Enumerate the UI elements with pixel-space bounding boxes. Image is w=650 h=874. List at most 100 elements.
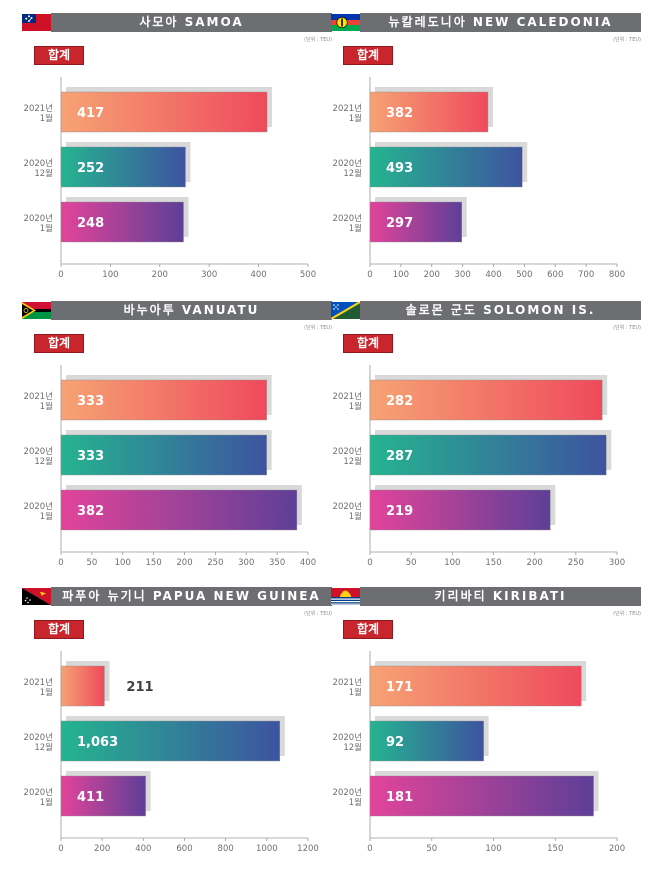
total-badge: 합계 bbox=[34, 334, 84, 353]
bar-value-label: 248 bbox=[77, 216, 104, 231]
bar bbox=[369, 720, 484, 762]
bar bbox=[60, 489, 298, 531]
x-tick-label: 1200 bbox=[297, 844, 319, 854]
x-tick-label: 0 bbox=[367, 844, 372, 854]
bar-value-label: 252 bbox=[77, 161, 104, 176]
bar-value-label: 382 bbox=[77, 504, 104, 519]
panel-header: 바누아투 VANUATU bbox=[22, 301, 332, 320]
panel-title: 솔로몬 군도 SOLOMON IS. bbox=[405, 303, 596, 317]
category-label-year: 2021년 bbox=[24, 391, 53, 402]
new-caledonia-flag-icon bbox=[331, 14, 360, 31]
bar-value-label: 219 bbox=[386, 504, 413, 519]
category-label-year: 2021년 bbox=[333, 103, 362, 114]
category-label-month: 1월 bbox=[40, 401, 53, 412]
category-label-month: 12월 bbox=[343, 742, 362, 753]
x-tick-label: 400 bbox=[250, 270, 266, 280]
bar-value-label: 287 bbox=[386, 449, 413, 464]
x-tick-label: 400 bbox=[135, 844, 151, 854]
bar-value-label: 92 bbox=[386, 735, 404, 750]
bar-value-label: 333 bbox=[77, 394, 104, 409]
panel-title: 바누아투 VANUATU bbox=[123, 303, 260, 317]
chart-panel-new-caledonia: 뉴칼레도니아 NEW CALEDONIA (단위 : TEU) 합계 0 100 2… bbox=[331, 13, 641, 283]
category-label-year: 2021년 bbox=[333, 391, 362, 402]
panel-title: 파푸아 뉴기니 PAPUA NEW GUINEA bbox=[62, 589, 321, 603]
category-label-year: 2020년 bbox=[24, 732, 53, 743]
bar-value-label: 333 bbox=[77, 449, 104, 464]
category-label-month: 1월 bbox=[349, 223, 362, 234]
x-tick-label: 800 bbox=[218, 844, 234, 854]
bar-value-label: 411 bbox=[77, 790, 104, 805]
x-tick-label: 200 bbox=[152, 270, 168, 280]
category-label-year: 2020년 bbox=[24, 501, 53, 512]
category-label-month: 12월 bbox=[343, 168, 362, 179]
x-tick-label: 50 bbox=[406, 558, 417, 568]
category-label-year: 2020년 bbox=[333, 501, 362, 512]
x-tick-label: 50 bbox=[426, 844, 437, 854]
category-label-year: 2020년 bbox=[24, 158, 53, 169]
bar bbox=[369, 379, 603, 421]
x-tick-label: 0 bbox=[367, 270, 372, 280]
total-badge: 합계 bbox=[34, 46, 84, 65]
chart-panel-vanuatu: 바누아투 VANUATU (단위 : TEU) 합계 0 50 100 150 200 2… bbox=[22, 301, 332, 571]
bar-chart: 0 50 100 150 200 250 300 350 4003332021년1월333202… bbox=[24, 365, 316, 568]
panel-title: 사모아 SAMOA bbox=[139, 15, 244, 29]
x-tick-label: 800 bbox=[609, 270, 625, 280]
category-label-month: 1월 bbox=[349, 797, 362, 808]
bar bbox=[369, 489, 551, 531]
bar-value-label: 181 bbox=[386, 790, 413, 805]
category-label-year: 2021년 bbox=[24, 103, 53, 114]
bar bbox=[60, 146, 186, 188]
x-tick-label: 250 bbox=[568, 558, 584, 568]
bar bbox=[369, 775, 594, 817]
category-label-month: 1월 bbox=[349, 401, 362, 412]
bar bbox=[60, 201, 184, 243]
bar bbox=[60, 775, 146, 817]
panel-title: 키리바티 KIRIBATI bbox=[434, 589, 567, 603]
x-tick-label: 50 bbox=[86, 558, 97, 568]
bar bbox=[60, 434, 267, 476]
x-tick-label: 0 bbox=[58, 558, 63, 568]
category-label-year: 2021년 bbox=[24, 677, 53, 688]
unit-label: (단위 : TEU) bbox=[613, 37, 641, 43]
panel-header: 파푸아 뉴기니 PAPUA NEW GUINEA bbox=[22, 587, 332, 606]
bar-chart: 0 50 100 150 200 250 3002822021년1월2872020년12월2… bbox=[333, 365, 625, 568]
total-badge: 합계 bbox=[343, 46, 393, 65]
category-label-year: 2020년 bbox=[333, 787, 362, 798]
samoa-flag-icon bbox=[22, 14, 51, 31]
bar-value-label: 282 bbox=[386, 394, 413, 409]
panel-header-bar bbox=[51, 587, 332, 606]
bar bbox=[369, 665, 582, 707]
category-label-year: 2020년 bbox=[333, 732, 362, 743]
category-label-month: 1월 bbox=[349, 113, 362, 124]
category-label-month: 1월 bbox=[349, 687, 362, 698]
x-tick-label: 100 bbox=[102, 270, 118, 280]
category-label-year: 2020년 bbox=[24, 787, 53, 798]
bar bbox=[369, 91, 489, 133]
category-label-month: 1월 bbox=[40, 511, 53, 522]
chart-panel-kiribati: 키리바티 KIRIBATI (단위 : TEU) 합계 0 50 100 150 200… bbox=[331, 587, 641, 857]
category-label-month: 12월 bbox=[343, 456, 362, 467]
category-label-month: 1월 bbox=[40, 223, 53, 234]
unit-label: (단위 : TEU) bbox=[613, 611, 641, 617]
x-tick-label: 300 bbox=[201, 270, 217, 280]
bar-value-label: 417 bbox=[77, 106, 104, 121]
unit-label: (단위 : TEU) bbox=[613, 325, 641, 331]
panel-header: 사모아 SAMOA bbox=[22, 13, 332, 32]
chart-panel-papua-new-guinea: 파푸아 뉴기니 PAPUA NEW GUINEA (단위 : TEU) 합계 0… bbox=[22, 587, 332, 857]
x-tick-label: 600 bbox=[176, 844, 192, 854]
x-tick-label: 250 bbox=[207, 558, 223, 568]
bar-chart: 0 100 200 300 400 500 600 700 8003822021년1월49320… bbox=[333, 77, 625, 280]
vanuatu-flag-icon bbox=[22, 302, 51, 319]
x-tick-label: 0 bbox=[58, 844, 63, 854]
bar-value-label: 493 bbox=[386, 161, 413, 176]
x-tick-label: 300 bbox=[455, 270, 471, 280]
total-badge: 합계 bbox=[343, 620, 393, 639]
panel-header: 솔로몬 군도 SOLOMON IS. bbox=[331, 301, 641, 320]
category-label-year: 2020년 bbox=[24, 446, 53, 457]
x-tick-label: 200 bbox=[527, 558, 543, 568]
x-tick-label: 300 bbox=[238, 558, 254, 568]
panel-header-bar bbox=[360, 301, 641, 320]
panel-header-bar bbox=[360, 587, 641, 606]
x-tick-label: 300 bbox=[609, 558, 625, 568]
bar-chart: 0 50 100 150 2001712021년1월922020년12월1812020년… bbox=[333, 651, 625, 854]
